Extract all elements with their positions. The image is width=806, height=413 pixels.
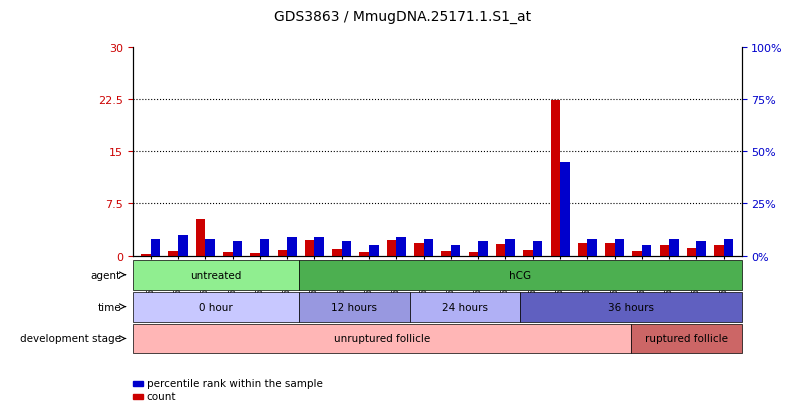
- Bar: [168, 251, 178, 256]
- Bar: [669, 240, 679, 256]
- Text: GDS3863 / MmugDNA.25171.1.S1_at: GDS3863 / MmugDNA.25171.1.S1_at: [274, 10, 532, 24]
- Bar: [359, 253, 369, 256]
- Bar: [533, 242, 542, 256]
- Text: untreated: untreated: [190, 270, 242, 280]
- Bar: [277, 251, 287, 256]
- Bar: [206, 240, 215, 256]
- Bar: [687, 248, 696, 256]
- Bar: [196, 220, 206, 256]
- Bar: [505, 240, 515, 256]
- Bar: [642, 246, 651, 256]
- Text: count: count: [147, 392, 177, 401]
- Bar: [633, 251, 642, 256]
- Bar: [251, 253, 260, 256]
- Bar: [442, 252, 451, 256]
- Bar: [588, 240, 597, 256]
- Bar: [468, 253, 478, 256]
- Bar: [233, 242, 242, 256]
- Bar: [659, 246, 669, 256]
- Bar: [151, 240, 160, 256]
- Bar: [342, 242, 351, 256]
- Bar: [523, 251, 533, 256]
- Bar: [696, 242, 706, 256]
- Bar: [560, 162, 570, 256]
- Text: hCG: hCG: [509, 270, 531, 280]
- Text: 12 hours: 12 hours: [331, 302, 377, 312]
- Text: time: time: [98, 302, 121, 312]
- Bar: [478, 242, 488, 256]
- Bar: [314, 237, 324, 256]
- Bar: [369, 246, 379, 256]
- Bar: [397, 237, 406, 256]
- Text: unruptured follicle: unruptured follicle: [334, 334, 430, 344]
- Bar: [260, 240, 269, 256]
- Text: percentile rank within the sample: percentile rank within the sample: [147, 378, 322, 388]
- Text: 24 hours: 24 hours: [442, 302, 488, 312]
- Text: development stage: development stage: [20, 334, 121, 344]
- Bar: [141, 254, 151, 256]
- Bar: [424, 240, 433, 256]
- Bar: [578, 244, 588, 256]
- Bar: [387, 241, 397, 256]
- Bar: [414, 244, 424, 256]
- Bar: [287, 237, 297, 256]
- Text: 0 hour: 0 hour: [199, 302, 233, 312]
- Bar: [550, 100, 560, 256]
- Bar: [178, 235, 188, 256]
- Bar: [496, 244, 505, 256]
- Bar: [615, 240, 624, 256]
- Bar: [332, 249, 342, 256]
- Text: 36 hours: 36 hours: [608, 302, 654, 312]
- Bar: [605, 244, 615, 256]
- Bar: [724, 240, 733, 256]
- Bar: [223, 253, 233, 256]
- Bar: [714, 246, 724, 256]
- Text: agent: agent: [91, 270, 121, 280]
- Bar: [305, 241, 314, 256]
- Bar: [451, 246, 460, 256]
- Text: ruptured follicle: ruptured follicle: [645, 334, 728, 344]
